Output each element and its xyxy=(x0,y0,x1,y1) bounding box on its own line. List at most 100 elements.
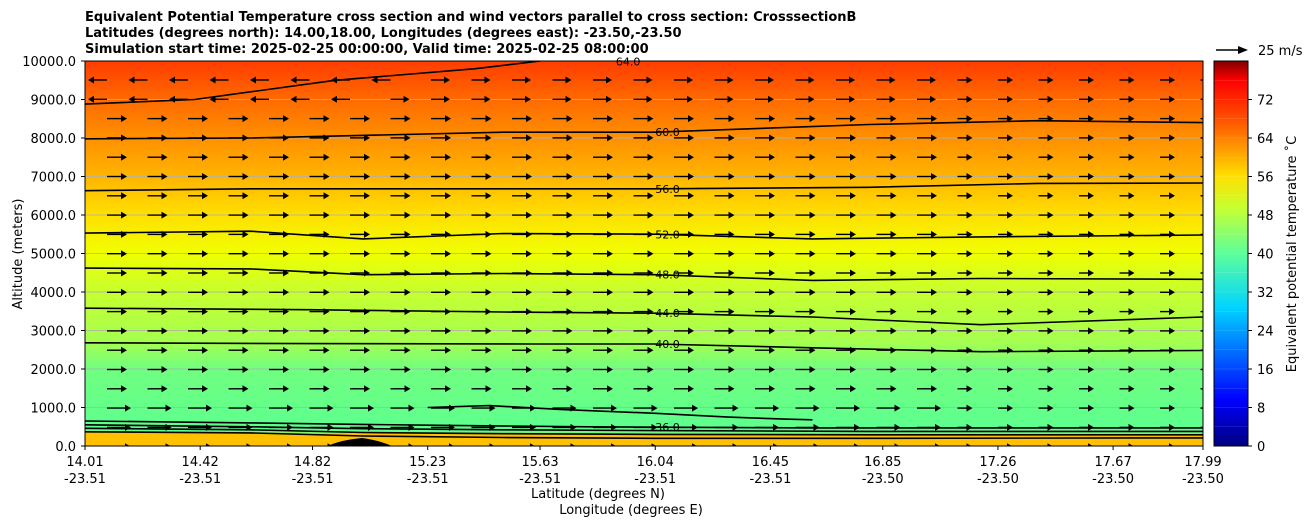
contour-label: 52.0 xyxy=(655,228,680,241)
wind-vector-head xyxy=(692,443,697,446)
wind-vector-head xyxy=(242,192,249,200)
wind-vector-head xyxy=(1088,173,1094,180)
wind-vector-head xyxy=(202,308,208,316)
wind-vector-head xyxy=(688,288,694,296)
wind-vector-head xyxy=(769,115,775,123)
wind-vector-head xyxy=(688,173,694,180)
wind-vector-head xyxy=(327,404,334,412)
wind-vector-head xyxy=(206,443,211,446)
wind-vector-head xyxy=(966,76,973,84)
wind-vector-head xyxy=(809,308,816,316)
wind-vector-head xyxy=(445,115,451,123)
wind-vector-head xyxy=(966,288,973,296)
wind-vector-head xyxy=(611,443,616,446)
wind-vector-head xyxy=(526,327,532,335)
wind-vector-head xyxy=(1007,327,1013,335)
wind-vector-head xyxy=(283,250,289,258)
wind-vector-head xyxy=(283,366,289,373)
wind-vector-head xyxy=(1007,134,1013,142)
wind-vector-head xyxy=(242,250,249,258)
terrain xyxy=(328,438,392,446)
title-line: Equivalent Potential Temperature cross s… xyxy=(85,10,856,25)
wind-vector-head xyxy=(606,95,612,103)
wind-vector-head xyxy=(121,308,127,316)
wind-vector-head xyxy=(161,192,168,200)
wind-vector-head xyxy=(566,173,573,180)
wind-vector-head xyxy=(931,385,937,393)
wind-vector-head xyxy=(1128,404,1135,412)
wind-vector-head xyxy=(607,211,613,219)
wind-vector-head xyxy=(728,211,735,219)
wind-vector-head xyxy=(931,230,937,238)
wind-vector-head xyxy=(327,443,333,446)
wind-vector-head xyxy=(283,385,289,393)
wind-vector-head xyxy=(809,134,816,142)
wind-vector-head xyxy=(966,404,973,412)
wind-vector-head xyxy=(611,404,617,412)
wind-vector-head xyxy=(121,288,127,296)
wind-vector-head xyxy=(125,443,130,446)
wind-vector-head xyxy=(445,192,451,200)
wind-vector-head xyxy=(607,327,613,335)
wind-vector-head xyxy=(202,211,208,219)
contour-label: 48.0 xyxy=(655,269,680,282)
wind-vector-head xyxy=(364,153,370,161)
wind-vector-head xyxy=(1169,211,1175,219)
wind-vector-head xyxy=(161,346,168,354)
y-tick-label: 8000.0 xyxy=(31,132,77,147)
wind-vector-head xyxy=(566,211,573,219)
wind-vector-head xyxy=(287,404,293,412)
wind-vector-head xyxy=(1088,404,1094,412)
wind-vector-head xyxy=(323,192,330,200)
wind-vector-head xyxy=(850,385,856,393)
wind-vector-head xyxy=(485,115,492,123)
wind-vector-head xyxy=(202,385,208,393)
wind-vector-head xyxy=(331,95,337,103)
wind-vector-head xyxy=(854,463,860,470)
y-tick-label: 9000.0 xyxy=(31,94,77,109)
wind-vector-head xyxy=(647,288,654,296)
wind-vector-head xyxy=(88,95,94,103)
wind-vector-head xyxy=(445,327,451,335)
wind-vector-head xyxy=(1128,327,1135,335)
wind-vector-head xyxy=(566,288,573,296)
wind-vector-head xyxy=(125,463,131,470)
wind-vector-head xyxy=(485,211,492,219)
x-tick-label: 16.85 xyxy=(864,455,901,470)
wind-vector-head xyxy=(445,366,451,373)
wind-vector-head xyxy=(283,346,289,354)
wind-vector-head xyxy=(769,250,775,258)
wind-vector-head xyxy=(88,76,94,84)
wind-vector-head xyxy=(364,115,370,123)
wind-vector-head xyxy=(1169,366,1175,373)
wind-vector-head xyxy=(688,269,694,277)
x-tick-label: -23.51 xyxy=(634,472,676,487)
wind-vector-head xyxy=(1007,115,1013,123)
wind-vector-head xyxy=(607,346,613,354)
wind-vector-head xyxy=(202,153,208,161)
wind-vector-head xyxy=(165,443,171,446)
wind-vector-head xyxy=(404,288,411,296)
wind-vector-head xyxy=(206,404,212,412)
wind-vector-head xyxy=(647,385,654,393)
wind-vector-head xyxy=(202,366,208,373)
wind-vector-head xyxy=(647,250,654,258)
x-tick-label: 17.26 xyxy=(979,455,1016,470)
x-tick-label: -23.51 xyxy=(407,472,449,487)
wind-vector-head xyxy=(121,173,127,180)
contour-line xyxy=(85,420,1203,429)
wind-vector-head xyxy=(647,366,654,373)
wind-vector-head xyxy=(931,269,937,277)
wind-vector-head xyxy=(287,443,292,446)
y-tick-label: 6000.0 xyxy=(31,209,77,224)
wind-vector-head xyxy=(490,463,496,470)
wind-vector-head xyxy=(242,366,249,373)
wind-vector-head xyxy=(930,95,936,103)
title-line: Simulation start time: 2025-02-25 00:00:… xyxy=(85,42,649,57)
wind-vector-head xyxy=(121,269,127,277)
x-tick-label: -23.51 xyxy=(749,472,791,487)
wind-vector-head xyxy=(1169,385,1175,393)
wind-vector-head xyxy=(813,404,820,412)
colorbar-tick-label: 56 xyxy=(1257,171,1274,186)
wind-vector-head xyxy=(769,327,775,335)
